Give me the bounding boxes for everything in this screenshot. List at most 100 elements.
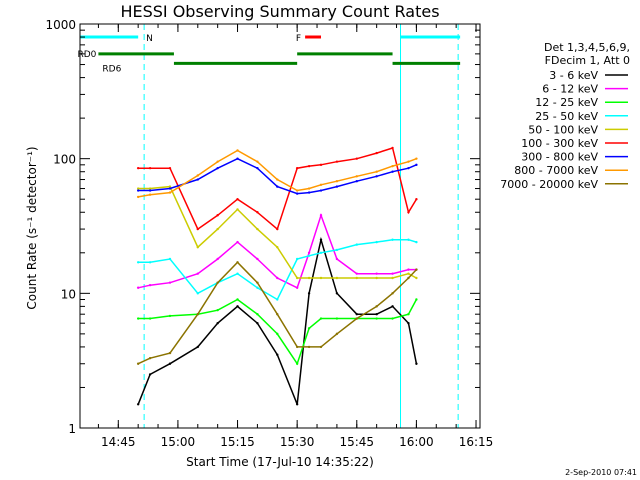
series-point [319, 183, 323, 186]
series-point [335, 185, 339, 188]
series-point [319, 317, 323, 320]
series-point [216, 281, 219, 284]
series-point [407, 272, 410, 275]
series-point [168, 187, 172, 190]
legend-header-line: Det 1,3,4,5,6,9, [544, 41, 630, 54]
series-point [335, 332, 339, 336]
series-point [375, 170, 378, 173]
series-point [216, 322, 219, 325]
series-point [216, 308, 219, 312]
series-point [168, 166, 172, 170]
x-tick-label: 16:00 [399, 435, 434, 449]
series-point [196, 312, 199, 316]
series-point [276, 246, 279, 249]
series-point [375, 312, 378, 316]
series-point [168, 257, 172, 261]
series-point [391, 164, 394, 168]
series-point [236, 208, 239, 211]
axes: 14:45 15:00 15:15 15:30 15:45 16:00 16:15 1 10 10… [45, 18, 493, 449]
series-point [136, 195, 140, 199]
series-point [375, 151, 378, 155]
series-point [148, 373, 152, 376]
series-point [236, 261, 239, 264]
series-point [307, 254, 311, 257]
series-point [295, 403, 299, 406]
series-point [256, 257, 259, 261]
series-point [295, 286, 299, 289]
date-stamp: 2-Sep-2010 07:41 [565, 468, 637, 477]
series-point [319, 276, 323, 280]
series-point [196, 292, 199, 295]
series-point [256, 281, 259, 284]
series-line [137, 236, 418, 405]
series-point [407, 238, 410, 241]
series-point [407, 268, 410, 271]
flag-label: F [296, 34, 301, 44]
y-tick-label: 100 [53, 153, 76, 167]
series-point [168, 351, 172, 355]
series-point [236, 298, 239, 301]
series-point [276, 312, 279, 316]
series-point [295, 362, 299, 365]
series-point [295, 192, 299, 195]
series-line [138, 238, 417, 301]
legend-entry-label: 6 - 12 keV [542, 83, 598, 96]
series-point [415, 298, 418, 301]
series-point [295, 257, 299, 261]
series-point [256, 166, 259, 170]
plot-area: N F RD0 RD6 [77, 24, 461, 428]
series-point [407, 312, 410, 316]
x-tick-label: 15:45 [339, 435, 374, 449]
series-point [136, 403, 140, 406]
series-point [355, 180, 358, 183]
series-point [415, 276, 418, 280]
series-point [307, 345, 311, 349]
series-point [136, 362, 140, 365]
flag-label: RD0 [77, 50, 96, 60]
series-point [391, 146, 394, 150]
y-axis-label: Count Rate (s⁻¹ detector⁻¹) [25, 146, 39, 309]
series-point [136, 166, 140, 170]
y-tick-label: 1000 [45, 18, 76, 32]
legend-entry-label: 3 - 6 keV [549, 69, 598, 82]
series-point [415, 362, 418, 365]
y-tick-label: 10 [61, 287, 76, 301]
series-point [355, 243, 358, 246]
series-point [148, 193, 152, 196]
x-tick-label: 15:30 [280, 435, 315, 449]
x-tick-label: 15:15 [220, 435, 255, 449]
chart-title: HESSI Observing Summary Count Rates [120, 2, 439, 21]
series-point [276, 298, 279, 301]
series-point [295, 189, 299, 192]
plot-frame [79, 23, 481, 429]
series-point [216, 257, 219, 261]
series-point [335, 160, 339, 163]
legend-entry-label: 800 - 7000 keV [514, 164, 598, 177]
x-axis-label: Start Time (17-Jul-10 14:35:22) [186, 455, 374, 469]
series-point [295, 166, 299, 170]
series-point [168, 185, 172, 188]
series-point [236, 272, 239, 275]
series-point [307, 251, 311, 254]
series-point [319, 251, 323, 254]
legend-entry-label: 50 - 100 keV [528, 123, 598, 136]
series-point [136, 187, 140, 190]
series-point [148, 283, 152, 287]
series-point [136, 189, 140, 192]
series-point [168, 191, 172, 194]
series-point [355, 175, 358, 178]
series-point [415, 157, 418, 160]
series-point [415, 163, 418, 167]
series-point [256, 286, 259, 289]
series-point [236, 157, 239, 160]
series-point [391, 170, 394, 173]
series-point [335, 257, 339, 261]
series-point [276, 353, 279, 356]
series-point [391, 305, 394, 308]
legend: Det 1,3,4,5,6,9,FDecim 1, Att 0 3 - 6 keV… [500, 41, 630, 191]
series-point [236, 240, 239, 244]
series-point [355, 312, 358, 316]
series-point [295, 276, 299, 280]
series-point [148, 187, 152, 190]
